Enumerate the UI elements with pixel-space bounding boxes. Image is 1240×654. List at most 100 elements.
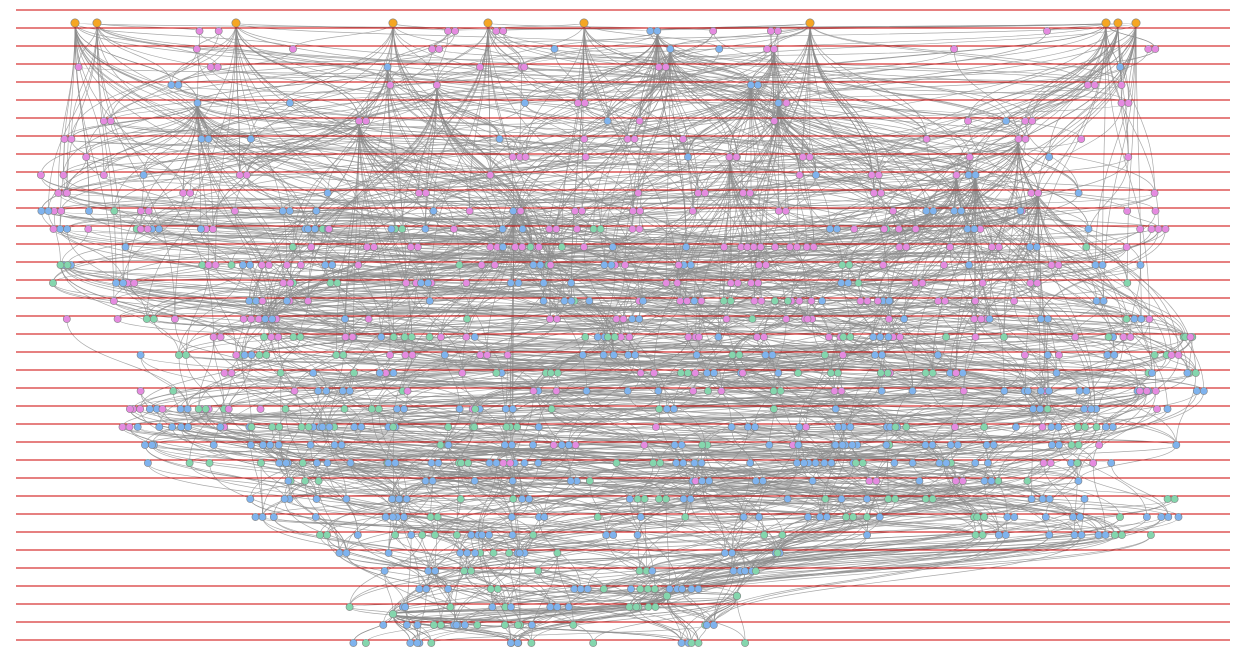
graph-edge [592, 595, 738, 644]
graph-node-blue [942, 459, 951, 467]
graph-node-blue [389, 369, 398, 377]
graph-node-magenta [242, 171, 251, 179]
graph-edge [510, 595, 668, 608]
graph-edge [436, 84, 640, 122]
graph-edge [537, 480, 992, 572]
graph-node-green [553, 369, 562, 377]
graph-node-magenta [324, 225, 333, 233]
graph-node-green [471, 405, 480, 413]
graph-edge [337, 282, 733, 356]
graph-node-green [748, 315, 757, 323]
graph-edge [74, 22, 294, 50]
graph-node-blue [690, 297, 699, 305]
graph-node-blue [455, 405, 464, 413]
graph-node-magenta [1014, 135, 1023, 143]
graph-edge [713, 570, 741, 626]
graph-node-green [1043, 405, 1052, 413]
graph-node-magenta [1026, 279, 1035, 287]
graph-edge [1051, 354, 1167, 428]
graph-edge [61, 228, 89, 266]
graph-node-blue [1045, 495, 1054, 503]
graph-node-blue [350, 423, 359, 431]
graph-node-blue [593, 333, 602, 341]
graph-node-blue [330, 441, 339, 449]
graph-node-blue [1108, 423, 1117, 431]
graph-node-magenta [1117, 99, 1126, 107]
graph-edge [892, 210, 1031, 284]
graph-node-blue [507, 441, 516, 449]
graph-edge [687, 84, 759, 158]
graph-node-blue [1001, 531, 1010, 539]
graph-edge [557, 552, 574, 626]
graph-node-blue [303, 225, 312, 233]
graph-node-blue [1087, 405, 1096, 413]
graph-node-green [500, 621, 509, 629]
graph-edge [117, 264, 496, 320]
graph-edge [681, 570, 746, 644]
graph-edge [768, 408, 775, 446]
graph-edge [576, 426, 1052, 482]
graph-edge [736, 595, 746, 644]
graph-edge [103, 66, 481, 122]
graph-node-magenta [1151, 207, 1160, 215]
graph-node-blue [259, 441, 267, 449]
graph-node-magenta [879, 261, 888, 269]
graph-node-green [1147, 531, 1155, 539]
graph-node-magenta [918, 279, 927, 287]
graph-edge [687, 372, 891, 428]
graph-node-blue [406, 639, 415, 647]
graph-node-blue [391, 459, 400, 467]
graph-edge [158, 228, 1141, 266]
graph-edge [436, 84, 1007, 122]
graph-node-blue [1164, 513, 1173, 521]
graph-edge [702, 480, 1047, 518]
graph-edge [457, 534, 1050, 626]
graph-node-source [388, 18, 398, 28]
graph-node-green [427, 639, 436, 647]
graph-edge [684, 156, 731, 302]
graph-node-blue [648, 567, 657, 575]
graph-edge [447, 588, 532, 644]
graph-node-green [446, 603, 455, 611]
graph-edge [888, 318, 934, 374]
graph-node-blue [871, 351, 879, 359]
graph-node-green [640, 495, 649, 503]
graph-edge [634, 300, 681, 356]
graph-edge [85, 156, 214, 230]
graph-node-blue [837, 279, 846, 287]
graph-node-green [388, 609, 398, 619]
graph-node-blue [963, 225, 972, 233]
graph-node-blue [607, 261, 616, 269]
graph-node-blue [900, 315, 908, 323]
graph-edge [353, 120, 360, 338]
graph-node-blue [754, 81, 762, 89]
graph-node-magenta [130, 279, 139, 287]
graph-node-magenta [1027, 189, 1036, 197]
graph-edge [778, 102, 934, 212]
graph-node-green [636, 585, 645, 593]
graph-node-blue [633, 531, 642, 539]
graph-node-blue [965, 261, 973, 269]
graph-node-magenta [82, 153, 91, 161]
graph-node-green [735, 351, 744, 359]
graph-node-blue [863, 531, 871, 539]
graph-node-magenta [688, 207, 697, 215]
graph-node-magenta [386, 81, 395, 89]
graph-node-blue [653, 27, 662, 35]
graph-edge [140, 354, 188, 410]
graph-node-blue [702, 621, 711, 629]
graph-node-magenta [37, 171, 45, 179]
graph-node-green [596, 225, 605, 233]
graph-edge [430, 480, 433, 518]
graph-edge [273, 516, 465, 572]
graph-edge [879, 300, 891, 338]
graph-node-blue [380, 567, 389, 575]
graph-node-magenta [477, 261, 486, 269]
graph-node-green [1074, 423, 1082, 431]
graph-node-blue [1029, 405, 1037, 413]
graph-node-green [973, 513, 982, 521]
graph-node-magenta [476, 351, 485, 359]
graph-node-blue [846, 423, 855, 431]
graph-node-green [169, 387, 178, 395]
graph-edge [357, 264, 939, 302]
